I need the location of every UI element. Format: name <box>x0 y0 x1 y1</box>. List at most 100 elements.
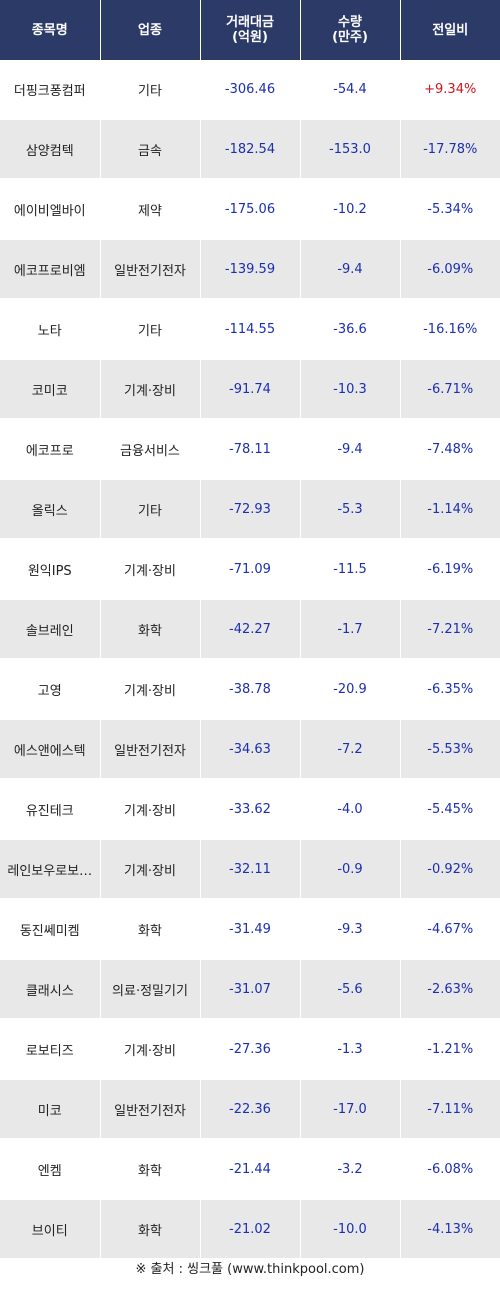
cell-stock-name: 유진테크 <box>0 779 101 840</box>
cell-trade-value: -175.06 <box>200 179 301 240</box>
cell-sector: 화학 <box>100 1199 201 1260</box>
cell-change: -6.09% <box>400 239 500 300</box>
cell-quantity: -153.0 <box>300 119 401 180</box>
cell-sector: 화학 <box>100 599 201 660</box>
cell-trade-value: -21.02 <box>200 1199 301 1260</box>
cell-sector: 제약 <box>100 179 201 240</box>
cell-trade-value: -139.59 <box>200 239 301 300</box>
header-name: 종목명 <box>0 0 101 60</box>
table-body: 더핑크퐁컴퍼 기타 -306.46 -54.4 +9.34% 삼양컴텍 금속 -182.54-… <box>0 60 500 1260</box>
cell-sector: 기계·장비 <box>100 1019 201 1080</box>
cell-quantity: -11.5 <box>300 539 401 600</box>
table-row: 엔켐 화학 -21.44 -3.2 -6.08% <box>0 1139 500 1200</box>
cell-sector: 의료·정밀기기 <box>100 959 201 1020</box>
table-row: 에이비엘바이 제약 -175.06 -10.2 -5.34% <box>0 179 500 240</box>
cell-change: -7.21% <box>400 599 500 660</box>
cell-change: -1.14% <box>400 479 500 540</box>
cell-quantity: -3.2 <box>300 1139 401 1200</box>
table-row: 에코프로비엠 일반전기전자 -139.59 -9.4 -6.09% <box>0 239 500 300</box>
header-sector: 업종 <box>100 0 201 60</box>
cell-quantity: -4.0 <box>300 779 401 840</box>
cell-trade-value: -31.49 <box>200 899 301 960</box>
cell-change: -6.35% <box>400 659 500 720</box>
cell-trade-value: -42.27 <box>200 599 301 660</box>
cell-quantity: -1.7 <box>300 599 401 660</box>
cell-sector: 일반전기전자 <box>100 719 201 780</box>
cell-change: -6.19% <box>400 539 500 600</box>
cell-sector: 기계·장비 <box>100 839 201 900</box>
cell-trade-value: -91.74 <box>200 359 301 420</box>
cell-quantity: -20.9 <box>300 659 401 720</box>
table-row: 유진테크 기계·장비 -33.62 -4.0 -5.45% <box>0 779 500 840</box>
cell-trade-value: -32.11 <box>200 839 301 900</box>
cell-trade-value: -72.93 <box>200 479 301 540</box>
cell-change: -0.92% <box>400 839 500 900</box>
cell-quantity: -9.4 <box>300 239 401 300</box>
cell-stock-name: 로보티즈 <box>0 1019 101 1080</box>
cell-quantity: -0.9 <box>300 839 401 900</box>
cell-stock-name: 미코 <box>0 1079 101 1140</box>
cell-change: +9.34% <box>400 60 500 120</box>
cell-quantity: -9.3 <box>300 899 401 960</box>
cell-stock-name: 삼양컴텍 <box>0 119 101 180</box>
cell-change: -7.11% <box>400 1079 500 1140</box>
table-header: 종목명 업종 거래대금 (억원) 수량 (만주) 전일비 <box>0 0 500 60</box>
cell-quantity: -10.3 <box>300 359 401 420</box>
cell-stock-name: 클래시스 <box>0 959 101 1020</box>
cell-sector: 금속 <box>100 119 201 180</box>
cell-stock-name: 에이비엘바이 <box>0 179 101 240</box>
cell-change: -5.34% <box>400 179 500 240</box>
table-row: 미코 일반전기전자 -22.36 -17.0 -7.11% <box>0 1079 500 1140</box>
cell-change: -2.63% <box>400 959 500 1020</box>
cell-quantity: -17.0 <box>300 1079 401 1140</box>
cell-stock-name: 더핑크퐁컴퍼 <box>0 60 101 120</box>
table-row: 원익IPS 기계·장비 -71.09 -11.5 -6.19% <box>0 539 500 600</box>
cell-quantity: -9.4 <box>300 419 401 480</box>
cell-sector: 기타 <box>100 299 201 360</box>
cell-sector: 기계·장비 <box>100 659 201 720</box>
cell-sector: 금융서비스 <box>100 419 201 480</box>
cell-trade-value: -114.55 <box>200 299 301 360</box>
table-row: 클래시스 의료·정밀기기 -31.07 -5.6 -2.63% <box>0 959 500 1020</box>
cell-sector: 기계·장비 <box>100 359 201 420</box>
source-note: ※ 출처 : 씽크풀 (www.thinkpool.com) <box>135 1262 365 1277</box>
cell-quantity: -10.0 <box>300 1199 401 1260</box>
cell-trade-value: -21.44 <box>200 1139 301 1200</box>
cell-stock-name: 원익IPS <box>0 539 101 600</box>
cell-stock-name: 에스앤에스텍 <box>0 719 101 780</box>
cell-trade-value: -34.63 <box>200 719 301 780</box>
table-row: 올릭스 기타 -72.93 -5.3 -1.14% <box>0 479 500 540</box>
cell-sector: 화학 <box>100 1139 201 1200</box>
cell-trade-value: -306.46 <box>200 60 301 120</box>
cell-quantity: -5.6 <box>300 959 401 1020</box>
table-row: 고영 기계·장비 -38.78 -20.9 -6.35% <box>0 659 500 720</box>
cell-change: -5.45% <box>400 779 500 840</box>
cell-stock-name: 솔브레인 <box>0 599 101 660</box>
cell-change: -1.21% <box>400 1019 500 1080</box>
cell-stock-name: 노타 <box>0 299 101 360</box>
cell-change: -6.71% <box>400 359 500 420</box>
cell-trade-value: -33.62 <box>200 779 301 840</box>
cell-sector: 기타 <box>100 479 201 540</box>
cell-stock-name: 엔켐 <box>0 1139 101 1200</box>
cell-trade-value: -78.11 <box>200 419 301 480</box>
cell-change: -17.78% <box>400 119 500 180</box>
table-row: 노타 기타 -114.55 -36.6 -16.16% <box>0 299 500 360</box>
cell-sector: 기타 <box>100 60 201 120</box>
cell-trade-value: -71.09 <box>200 539 301 600</box>
table-row: 로보티즈 기계·장비 -27.36 -1.3 -1.21% <box>0 1019 500 1080</box>
cell-sector: 일반전기전자 <box>100 1079 201 1140</box>
table-row: 브이티 화학 -21.02 -10.0 -4.13% <box>0 1199 500 1260</box>
cell-trade-value: -182.54 <box>200 119 301 180</box>
cell-stock-name: 에코프로비엠 <box>0 239 101 300</box>
cell-quantity: -54.4 <box>300 60 401 120</box>
table-row: 솔브레인 화학 -42.27 -1.7 -7.21% <box>0 599 500 660</box>
cell-trade-value: -31.07 <box>200 959 301 1020</box>
cell-trade-value: -22.36 <box>200 1079 301 1140</box>
cell-trade-value: -27.36 <box>200 1019 301 1080</box>
header-change: 전일비 <box>400 0 500 60</box>
cell-quantity: -36.6 <box>300 299 401 360</box>
cell-stock-name: 브이티 <box>0 1199 101 1260</box>
cell-quantity: -10.2 <box>300 179 401 240</box>
cell-sector: 기계·장비 <box>100 539 201 600</box>
